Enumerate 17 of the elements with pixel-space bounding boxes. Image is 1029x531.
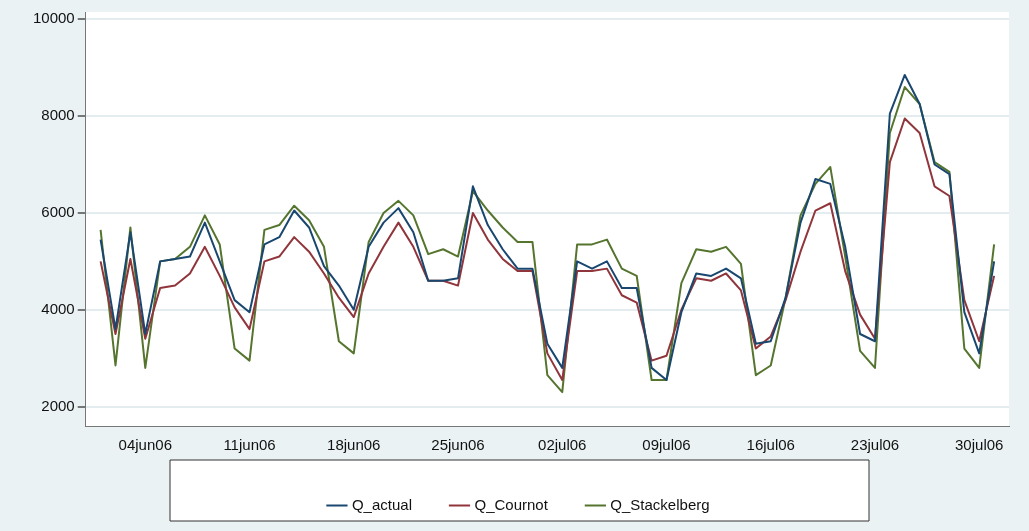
x-tick-label: 30jul06: [955, 436, 1004, 454]
x-tick-label: 04jun06: [118, 436, 172, 454]
x-tick-label: 18jun06: [327, 436, 381, 454]
legend-label: Q_Stackelberg: [610, 495, 710, 513]
y-tick-label: 2000: [41, 396, 75, 414]
x-tick-label: 11jun06: [223, 436, 276, 454]
y-tick-label: 10000: [32, 9, 75, 27]
y-tick-label: 8000: [41, 106, 75, 124]
y-tick-label: 4000: [41, 299, 75, 317]
legend-label: Q_actual: [351, 495, 412, 513]
legend-label: Q_Cournot: [474, 495, 549, 513]
x-tick-label: 09jul06: [642, 436, 691, 454]
x-tick-label: 16jul06: [746, 436, 795, 454]
x-tick-label: 23jul06: [850, 436, 900, 454]
x-tick-label: 02jul06: [538, 436, 587, 454]
y-tick-label: 6000: [41, 203, 75, 221]
x-tick-label: 25jun06: [431, 436, 485, 454]
